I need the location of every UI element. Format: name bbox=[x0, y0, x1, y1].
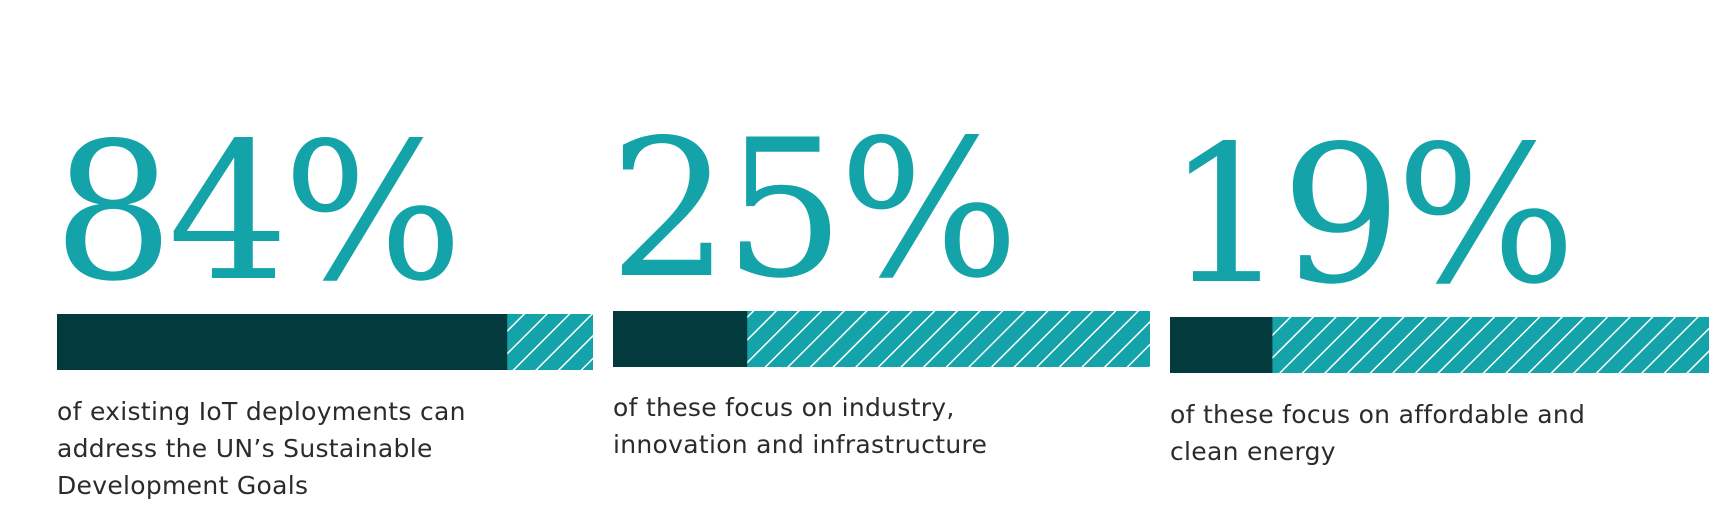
stat-number: 84% bbox=[53, 102, 457, 323]
stat-number: 19% bbox=[1166, 105, 1570, 326]
bar bbox=[613, 311, 748, 367]
stat-description: of existing IoT deployments can address … bbox=[57, 397, 466, 500]
stat-description: of these focus on industry, innovation a… bbox=[613, 393, 988, 459]
stat-number: 25% bbox=[609, 99, 1013, 320]
bar bbox=[57, 314, 508, 370]
stat-description: of these focus on affordable and clean e… bbox=[1170, 400, 1586, 466]
bar bbox=[1170, 317, 1273, 373]
